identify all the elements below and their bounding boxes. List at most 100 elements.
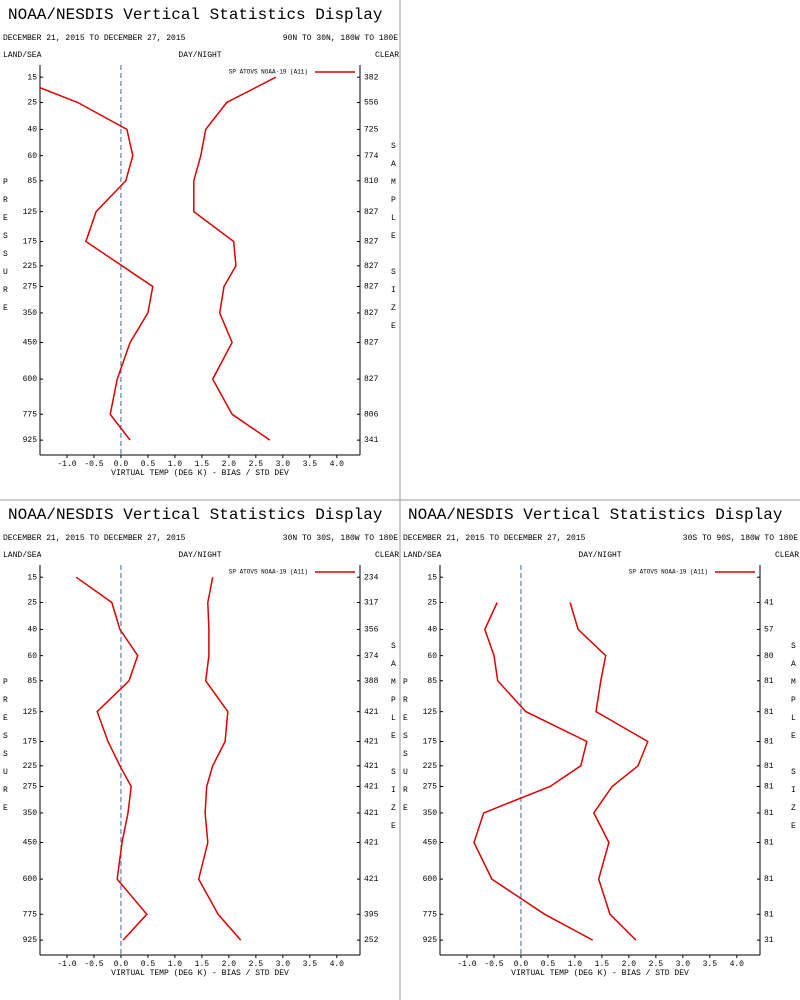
sample-size-label: 556: [364, 99, 379, 108]
x-tick-label: 4.0: [330, 460, 345, 469]
y-tick-label: 40: [27, 626, 37, 635]
y-tick-label: 275: [423, 783, 438, 792]
x-tick-label: -1.0: [457, 960, 476, 969]
y-tick-label: 350: [23, 309, 38, 318]
y-tick-label: 350: [423, 809, 438, 818]
y-tick-label: 60: [27, 152, 37, 161]
panel-title: NOAA/NESDIS Vertical Statistics Display: [8, 506, 383, 524]
sample-size-label: 421: [364, 738, 379, 747]
sample-size-label: 725: [364, 126, 379, 135]
sample-size-label: 774: [364, 152, 379, 161]
sample-size-label: 421: [364, 809, 379, 818]
x-tick-label: -0.5: [84, 960, 103, 969]
region: 30S TO 90S, 180W TO 180E: [683, 534, 798, 543]
sample-size-label: 421: [364, 708, 379, 717]
y-tick-label: 225: [423, 762, 438, 771]
sample-size-label: 81: [764, 738, 774, 747]
sample-size-label: 827: [364, 208, 379, 217]
y-tick-label: 450: [423, 839, 438, 848]
x-tick-label: 2.0: [622, 960, 637, 969]
sample-size-label: 81: [764, 783, 774, 792]
x-tick-label: 3.0: [276, 960, 291, 969]
x-tick-label: 2.5: [249, 460, 264, 469]
y-tick-label: 40: [27, 126, 37, 135]
profile-line: [473, 602, 594, 941]
legend-label: SP ATOVS NOAA-19 (A11): [629, 569, 708, 576]
y-tick-label: 40: [427, 626, 437, 635]
x-tick-label: 2.5: [249, 960, 264, 969]
y-axis-label: PRESSURE: [401, 678, 410, 822]
y2-axis-label: SAMPLE SIZE: [389, 642, 398, 840]
sample-size-label: 395: [364, 910, 379, 919]
x-tick-label: 0.0: [114, 960, 129, 969]
profile-line: [193, 76, 277, 441]
sample-size-label: 31: [764, 936, 774, 945]
sample-size-label: 81: [764, 677, 774, 686]
y-tick-label: 925: [423, 936, 438, 945]
sample-size-label: 41: [764, 599, 774, 608]
date-range: DECEMBER 21, 2015 TO DECEMBER 27, 2015: [3, 34, 186, 43]
y2-axis-label: SAMPLE SIZE: [789, 642, 798, 840]
sample-size-label: 252: [364, 936, 379, 945]
sample-size-label: 827: [364, 262, 379, 271]
x-axis-label: VIRTUAL TEMP (DEG K) - BIAS / STD DEV: [511, 969, 689, 978]
y-axis-label: PRESSURE: [1, 678, 10, 822]
x-tick-label: 2.0: [222, 460, 237, 469]
y-tick-label: 225: [23, 762, 38, 771]
y-tick-label: 775: [23, 910, 38, 919]
y-tick-label: 925: [23, 936, 38, 945]
x-tick-label: 2.0: [222, 960, 237, 969]
legend-label: SP ATOVS NOAA-19 (A11): [229, 569, 308, 576]
y-tick-label: 85: [427, 677, 437, 686]
x-tick-label: 1.0: [568, 960, 583, 969]
sample-size-label: 421: [364, 839, 379, 848]
panel-title: NOAA/NESDIS Vertical Statistics Display: [8, 6, 383, 24]
x-tick-label: 1.5: [595, 960, 610, 969]
y-tick-label: 125: [23, 708, 38, 717]
y-tick-label: 60: [27, 652, 37, 661]
x-axis-label: VIRTUAL TEMP (DEG K) - BIAS / STD DEV: [111, 469, 289, 478]
panel-title: NOAA/NESDIS Vertical Statistics Display: [408, 506, 783, 524]
sample-size-label: 421: [364, 875, 379, 884]
sample-size-label: 827: [364, 339, 379, 348]
profile-line: [197, 577, 242, 941]
y-tick-label: 225: [23, 262, 38, 271]
x-tick-label: 3.0: [676, 960, 691, 969]
sample-size-label: 81: [764, 809, 774, 818]
x-tick-label: 3.5: [303, 960, 318, 969]
y-tick-label: 15: [27, 573, 37, 582]
y-tick-label: 175: [423, 738, 438, 747]
y-tick-label: 775: [23, 410, 38, 419]
sample-size-label: 827: [364, 238, 379, 247]
x-tick-label: -1.0: [57, 460, 76, 469]
y-tick-label: 775: [423, 910, 438, 919]
x-tick-label: 4.0: [730, 960, 745, 969]
y-tick-label: 25: [27, 99, 37, 108]
x-tick-label: 4.0: [330, 960, 345, 969]
y-tick-label: 25: [27, 599, 37, 608]
y-tick-label: 600: [23, 875, 38, 884]
x-axis-label: VIRTUAL TEMP (DEG K) - BIAS / STD DEV: [111, 969, 289, 978]
x-tick-label: 3.5: [703, 960, 718, 969]
sample-size-label: 382: [364, 73, 379, 82]
land-sea-label: LAND/SEA: [403, 551, 442, 560]
y-axis-label: PRESSURE: [1, 178, 10, 322]
stats-panel: NOAA/NESDIS Vertical Statistics Display D…: [401, 506, 799, 978]
land-sea-label: LAND/SEA: [3, 551, 42, 560]
sample-size-label: 81: [764, 708, 774, 717]
sample-size-label: 827: [364, 283, 379, 292]
y-tick-label: 600: [423, 875, 438, 884]
sample-size-label: 810: [364, 177, 379, 186]
clear-label: CLEAR: [775, 551, 799, 560]
y-tick-label: 125: [23, 208, 38, 217]
y-tick-label: 125: [423, 708, 438, 717]
sample-size-label: 827: [364, 309, 379, 318]
x-tick-label: 1.0: [168, 460, 183, 469]
y-tick-label: 15: [427, 573, 437, 582]
y-tick-label: 85: [27, 677, 37, 686]
region: 30N TO 30S, 180W TO 180E: [283, 534, 398, 543]
sample-size-label: 341: [364, 436, 379, 445]
y-tick-label: 25: [427, 599, 437, 608]
stats-panel: NOAA/NESDIS Vertical Statistics Display D…: [1, 6, 399, 478]
